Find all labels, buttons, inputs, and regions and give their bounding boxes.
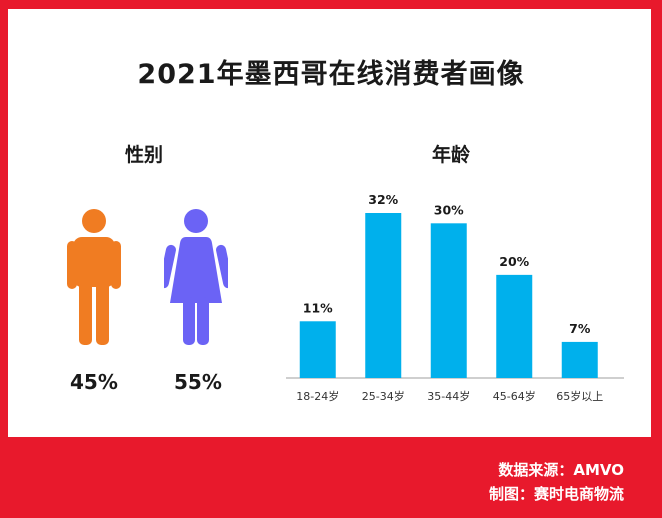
bar-value-label-1: 32% xyxy=(368,192,398,207)
x-tick-label-3: 45-64岁 xyxy=(493,389,536,403)
x-tick-label-4: 65岁以上 xyxy=(556,389,603,403)
bar-value-label-3: 20% xyxy=(499,254,529,269)
x-tick-label-1: 25-34岁 xyxy=(362,389,405,403)
bar-value-label-2: 30% xyxy=(434,202,464,217)
male-percentage: 45% xyxy=(70,370,118,394)
gender-heading: 性别 xyxy=(125,144,164,166)
female-icon xyxy=(164,209,228,345)
bar-value-label-0: 11% xyxy=(303,300,333,315)
bar-3 xyxy=(496,274,533,378)
x-tick-label-0: 18-24岁 xyxy=(296,389,339,403)
maker-text: 制图：赛时电商物流 xyxy=(488,485,624,503)
age-bar-chart: 11% 18-24岁 32% 25-34岁 30% 35-44岁 20% 45-64岁 7% 65… xyxy=(286,192,624,403)
age-heading: 年龄 xyxy=(432,144,471,166)
bar-0 xyxy=(299,321,336,378)
bar-1 xyxy=(365,213,402,378)
page-title: 2021年墨西哥在线消费者画像 xyxy=(137,59,525,90)
female-percentage: 55% xyxy=(174,370,222,394)
male-icon xyxy=(67,209,121,345)
x-tick-label-2: 35-44岁 xyxy=(427,389,470,403)
bar-value-label-4: 7% xyxy=(569,321,591,336)
source-text: 数据来源：AMVO xyxy=(498,461,624,479)
bar-2 xyxy=(430,223,467,378)
bar-4 xyxy=(561,341,598,378)
